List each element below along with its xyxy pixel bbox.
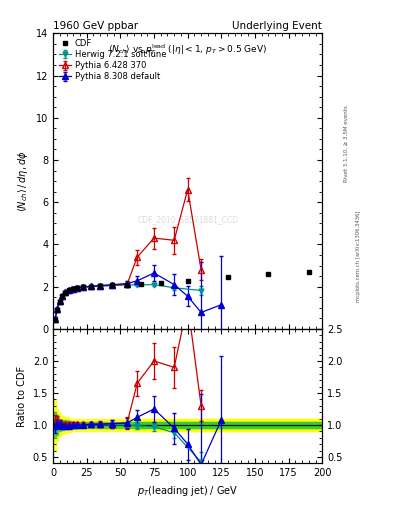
CDF (138, 281, 143, 287)
Legend: CDF, Herwig 7.2.1 softTune, Pythia 6.428 370, Pythia 8.308 default: CDF, Herwig 7.2.1 softTune, Pythia 6.428… (57, 37, 168, 83)
Text: 1960 GeV ppbar: 1960 GeV ppbar (53, 20, 138, 31)
CDF (66, 287, 71, 293)
CDF (88, 284, 93, 290)
Text: $\langle N_{ch}\rangle$ vs $p_T^{\rm lead}$ ($|\eta|<1$, $p_T > 0.5$ GeV): $\langle N_{ch}\rangle$ vs $p_T^{\rm lea… (108, 42, 267, 57)
CDF (53, 317, 57, 323)
CDF (75, 285, 80, 291)
Y-axis label: $\langle N_{ch}\rangle\,/\,d\eta,d\phi$: $\langle N_{ch}\rangle\,/\,d\eta,d\phi$ (16, 151, 30, 212)
CDF (70, 286, 75, 292)
CDF (55, 307, 59, 313)
Text: CDF_2010_S8571881_CCD: CDF_2010_S8571881_CCD (137, 215, 238, 224)
CDF (158, 280, 163, 286)
Y-axis label: Ratio to CDF: Ratio to CDF (17, 366, 27, 426)
CDF (63, 290, 68, 296)
CDF (60, 293, 65, 300)
Line: CDF: CDF (53, 269, 311, 323)
CDF (125, 282, 129, 288)
CDF (266, 271, 271, 278)
Text: Rivet 3.1.10, ≥ 3.5M events: Rivet 3.1.10, ≥ 3.5M events (344, 105, 349, 182)
Text: mcplots.cern.ch [arXiv:1306.3436]: mcplots.cern.ch [arXiv:1306.3436] (356, 210, 361, 302)
CDF (110, 283, 115, 289)
X-axis label: $p_T$(leading jet) / GeV: $p_T$(leading jet) / GeV (137, 484, 239, 498)
CDF (226, 274, 230, 280)
CDF (185, 279, 190, 285)
CDF (81, 284, 86, 290)
CDF (57, 299, 62, 305)
CDF (98, 283, 103, 289)
Text: Underlying Event: Underlying Event (232, 20, 322, 31)
CDF (307, 268, 311, 274)
